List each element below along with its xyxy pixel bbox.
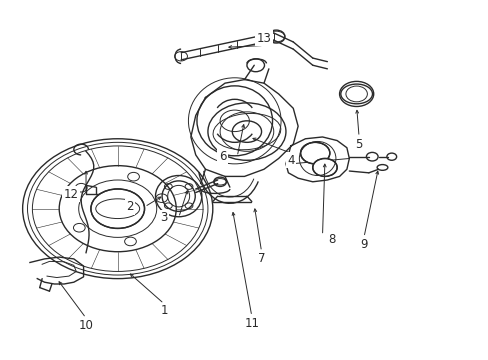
Text: 1: 1 xyxy=(160,305,167,318)
Text: 6: 6 xyxy=(218,150,226,163)
Circle shape xyxy=(300,142,329,164)
Text: 9: 9 xyxy=(360,238,367,251)
Text: 13: 13 xyxy=(256,32,271,45)
Text: 12: 12 xyxy=(64,188,79,201)
Text: 5: 5 xyxy=(355,138,362,150)
Text: 4: 4 xyxy=(286,154,294,167)
Circle shape xyxy=(232,121,261,142)
Text: 11: 11 xyxy=(244,317,259,330)
Circle shape xyxy=(91,189,144,228)
Text: 3: 3 xyxy=(160,211,167,224)
Circle shape xyxy=(312,158,336,176)
Text: 8: 8 xyxy=(328,233,335,246)
Text: 7: 7 xyxy=(257,252,265,265)
Text: 10: 10 xyxy=(79,319,93,332)
Text: 2: 2 xyxy=(126,201,133,213)
